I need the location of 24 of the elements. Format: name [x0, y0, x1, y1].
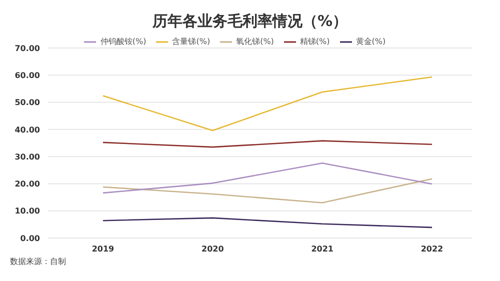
legend-label: 含量锑(%)	[172, 37, 210, 46]
legend-label: 黄金(%)	[356, 37, 386, 46]
y-tick-label: 30.00	[14, 152, 40, 162]
y-tick-label: 70.00	[14, 44, 40, 53]
x-tick-label: 2021	[311, 244, 334, 254]
y-tick-label: 60.00	[14, 70, 40, 80]
line-series	[102, 217, 433, 228]
line-series	[102, 140, 433, 148]
y-tick-label: 20.00	[14, 180, 40, 189]
legend-label: 精锑(%)	[300, 37, 330, 46]
chart-title: 历年各业务毛利率情况（%）	[151, 11, 349, 32]
line-series	[102, 162, 433, 194]
legend-label: 氧化锑(%)	[236, 37, 274, 46]
x-tick-label: 2022	[420, 244, 444, 254]
y-tick-label: 0.00	[20, 234, 40, 243]
line-series	[102, 178, 433, 204]
x-tick-label: 2020	[202, 244, 224, 254]
legend-label: 仲钨酸铵(%)	[100, 37, 146, 46]
source-note: 数据来源：自制	[9, 256, 67, 267]
y-tick-label: 40.00	[14, 125, 40, 134]
line-series	[102, 76, 433, 132]
x-tick-label: 2019	[92, 244, 115, 254]
y-tick-label: 50.00	[14, 98, 40, 108]
y-tick-label: 10.00	[14, 206, 40, 216]
